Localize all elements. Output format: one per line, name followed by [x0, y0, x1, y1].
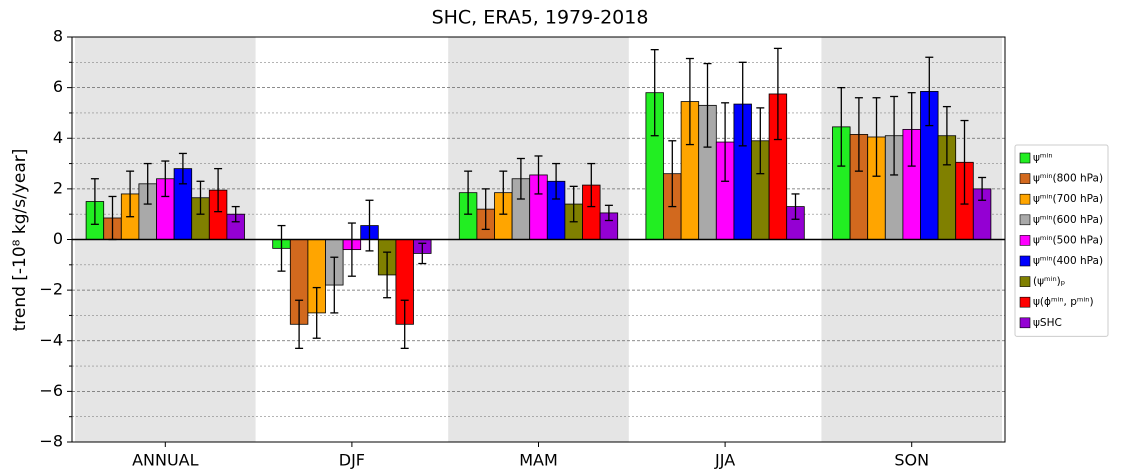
- legend-label: ψᵐⁱⁿ(400 hPa): [1033, 255, 1103, 267]
- error-bar: [960, 119, 969, 205]
- legend-swatch: [1019, 276, 1031, 287]
- legend-swatch: [1019, 296, 1031, 308]
- error-bar: [365, 199, 374, 252]
- legend-swatch: [1019, 193, 1031, 205]
- error-bar: [161, 160, 170, 198]
- error-bar: [418, 242, 427, 265]
- legend-label: (ψᵐⁱⁿ)ₚ: [1033, 276, 1065, 288]
- error-bar: [516, 157, 525, 200]
- error-bar: [854, 97, 863, 172]
- chart-title: SHC, ERA5, 1979-2018: [432, 7, 649, 29]
- y-tick-label: −8: [39, 432, 63, 451]
- x-tick-label: MAM: [519, 451, 558, 470]
- error-bar: [925, 56, 934, 127]
- error-bar: [872, 97, 881, 177]
- error-bar: [721, 102, 730, 182]
- error-bar: [773, 47, 782, 141]
- error-bar: [481, 188, 490, 231]
- legend-swatch: [1019, 235, 1031, 246]
- error-bar: [552, 162, 561, 200]
- legend-swatch: [1019, 255, 1031, 267]
- error-bar: [231, 205, 240, 223]
- legend-swatch: [1019, 214, 1031, 226]
- legend-label: ψᵐⁱⁿ(700 hPa): [1033, 193, 1103, 205]
- error-bar: [604, 204, 613, 222]
- x-tick-label: SON: [894, 451, 929, 470]
- error-bar: [295, 299, 304, 349]
- error-bar: [837, 86, 846, 167]
- legend-label: ψᵐⁱⁿ(800 hPa): [1033, 173, 1103, 185]
- error-bar: [534, 155, 543, 195]
- legend-swatch: [1019, 173, 1031, 184]
- y-tick-label: 8: [53, 27, 63, 46]
- error-bar: [668, 140, 677, 208]
- error-bar: [587, 162, 596, 208]
- legend-box: [1014, 144, 1109, 337]
- error-bar: [178, 152, 187, 185]
- error-bar: [569, 185, 578, 223]
- x-tick-label: DJF: [339, 451, 365, 470]
- error-bar: [214, 167, 223, 213]
- x-tick-label: JJA: [714, 451, 735, 470]
- y-tick-label: 0: [53, 229, 63, 248]
- error-bar: [738, 61, 747, 147]
- legend-label: ψSHC: [1033, 317, 1062, 329]
- x-tick-label: ANNUAL: [132, 451, 199, 470]
- plot-frame: [71, 36, 1006, 443]
- y-tick-label: 4: [53, 128, 63, 147]
- y-tick-label: −2: [39, 280, 63, 299]
- legend-label: ψᵐⁱⁿ(500 hPa): [1033, 234, 1103, 246]
- y-tick-label: 6: [53, 77, 63, 96]
- error-bar: [277, 224, 286, 272]
- error-bar: [330, 256, 339, 314]
- error-bar: [890, 95, 899, 176]
- error-bar: [347, 222, 356, 277]
- y-axis-label: trend [-10⁸ kg/s/year]: [10, 149, 30, 332]
- error-bar: [126, 170, 135, 218]
- error-bar: [756, 107, 765, 175]
- error-bar: [196, 180, 205, 215]
- error-bar: [942, 105, 951, 166]
- error-bar: [791, 193, 800, 220]
- error-bar: [383, 251, 392, 299]
- y-tick-label: −6: [39, 381, 63, 400]
- error-bar: [650, 49, 659, 137]
- error-bar: [90, 178, 99, 225]
- error-bar: [312, 286, 321, 339]
- legend-label: ψᵐⁱⁿ: [1033, 152, 1053, 164]
- error-bar: [400, 299, 409, 349]
- y-tick-label: 2: [53, 178, 63, 197]
- error-bar: [499, 170, 508, 215]
- legend-swatch: [1019, 152, 1031, 164]
- error-bar: [685, 57, 694, 146]
- legend-swatch: [1019, 317, 1031, 329]
- legend-label: ψ(ϕᵐⁱⁿ, pᵐⁱⁿ): [1033, 296, 1094, 308]
- legend-label: ψᵐⁱⁿ(600 hPa): [1033, 214, 1103, 226]
- error-bar: [464, 170, 473, 215]
- error-bar: [907, 92, 916, 167]
- error-bar: [978, 176, 987, 201]
- error-bar: [703, 62, 712, 148]
- y-tick-label: −4: [39, 330, 63, 349]
- error-bar: [143, 162, 152, 205]
